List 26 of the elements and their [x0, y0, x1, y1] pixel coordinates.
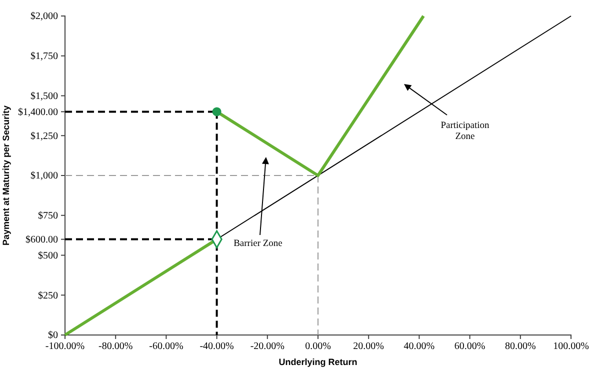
annotation: Participation Zone: [440, 121, 490, 142]
y-tick-label: $2,000: [30, 11, 58, 22]
annotation: Barrier Zone: [234, 239, 282, 249]
y-tick-label: $1,400.00: [18, 106, 58, 118]
y-tick-label: $500: [38, 250, 58, 262]
x-tick-label: 60.00%: [454, 341, 486, 352]
x-tick-label: -80.00%: [98, 341, 133, 352]
x-tick-label: 20.00%: [353, 341, 384, 352]
x-tick-label: -60.00%: [149, 341, 184, 352]
y-tick-label: $250: [38, 290, 58, 302]
x-tick-label: 40.00%: [404, 341, 435, 352]
y-tick-label: $0: [48, 330, 58, 342]
x-axis-title: Underlying Return: [278, 357, 358, 367]
x-tick-label: 100.00%: [553, 341, 589, 352]
y-tick-label: $1,750: [30, 51, 58, 62]
x-tick-label: 0.00%: [305, 341, 331, 352]
x-tick-label: 80.00%: [504, 341, 536, 352]
y-tick-label: $1,000: [30, 170, 58, 182]
y-tick-label: $1,500: [30, 90, 58, 102]
x-tick-label: -100.00%: [45, 341, 85, 352]
x-tick-label: -40.00%: [200, 341, 234, 352]
y-tick-label: $750: [38, 210, 58, 222]
y-tick-label: $1,250: [30, 130, 58, 142]
y-tick-label: $600.00: [26, 234, 58, 246]
x-tick-label: -20.00%: [250, 341, 284, 352]
y-axis-title: Payment at Maturity per Security: [1, 105, 11, 246]
